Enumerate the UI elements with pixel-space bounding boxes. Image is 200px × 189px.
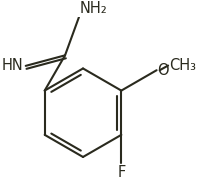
Text: CH₃: CH₃: [169, 58, 196, 73]
Text: HN: HN: [1, 57, 23, 73]
Text: F: F: [117, 165, 125, 180]
Text: NH₂: NH₂: [80, 1, 108, 16]
Text: O: O: [157, 63, 169, 78]
